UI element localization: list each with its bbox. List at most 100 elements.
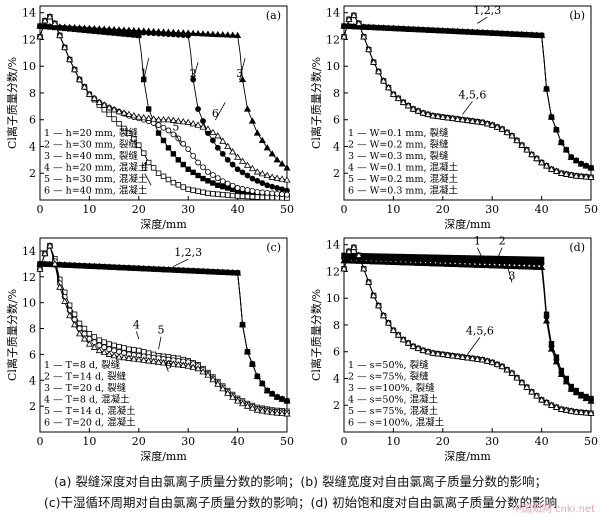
data-point <box>523 263 531 270</box>
data-point <box>239 193 246 199</box>
series-3 <box>36 22 291 171</box>
data-point <box>478 261 486 269</box>
data-point <box>394 331 402 338</box>
annotation-leader <box>158 336 162 350</box>
data-point <box>80 335 89 342</box>
data-point <box>41 260 49 267</box>
data-point <box>414 107 422 114</box>
annotation-label: 5 <box>172 120 179 133</box>
data-point <box>264 194 270 201</box>
data-point <box>36 33 44 40</box>
legend-item: 5 — W=0.2 mm, 混凝土 <box>348 173 458 185</box>
plot-frame <box>343 5 592 201</box>
annotation-label: 4 <box>133 319 140 332</box>
data-point <box>547 113 556 120</box>
y-axis-label: Cl离子质量分数/% <box>309 289 323 381</box>
data-point <box>263 171 271 179</box>
data-point <box>523 31 531 38</box>
data-point <box>478 356 486 363</box>
data-point <box>130 264 138 271</box>
y-tick-label: 4 <box>29 374 36 387</box>
data-point <box>130 112 138 119</box>
data-point <box>110 25 118 33</box>
data-point <box>61 297 69 304</box>
data-point <box>96 337 102 343</box>
data-point <box>439 350 447 357</box>
annotation-label: 4 <box>141 161 148 174</box>
data-point <box>41 17 49 24</box>
data-point <box>174 28 182 36</box>
data-point <box>552 167 561 174</box>
x-axis-label: 深度/mm <box>444 217 491 231</box>
data-point <box>179 29 187 36</box>
data-point <box>234 185 241 191</box>
data-point <box>150 115 158 122</box>
data-point <box>360 23 368 30</box>
data-point <box>164 359 173 367</box>
annotation-leader <box>462 101 473 115</box>
data-point <box>200 189 206 196</box>
data-point <box>66 261 74 268</box>
legend-item: 1 — T=8 d, 裂缝 <box>44 359 121 371</box>
x-tick-label: 50 <box>584 203 598 216</box>
data-point <box>454 115 462 122</box>
x-tick-label: 40 <box>231 435 245 448</box>
x-tick-label: 40 <box>231 203 245 216</box>
plot-frame <box>39 5 288 201</box>
data-point <box>243 402 252 409</box>
data-point <box>244 187 251 193</box>
data-point <box>145 27 153 34</box>
data-point <box>234 269 242 276</box>
data-point <box>121 125 127 132</box>
data-point <box>567 171 575 178</box>
data-point <box>145 114 153 121</box>
data-point <box>111 342 117 349</box>
data-point <box>263 144 271 151</box>
data-point <box>130 355 138 362</box>
data-point <box>174 117 182 124</box>
data-point <box>145 357 153 364</box>
data-point <box>115 263 123 271</box>
data-point <box>61 261 69 268</box>
watermark: 中国知网 cnki.net <box>511 504 595 515</box>
data-point <box>424 259 432 267</box>
data-point <box>229 161 236 168</box>
data-point <box>488 262 496 269</box>
chart-panel-b: 0 10 20 30 40 50 2 4 6 8 10 12 14 深度/mm Cl离子质量分数/% (b) 1… <box>309 4 598 231</box>
data-point <box>56 23 64 30</box>
data-point <box>150 27 158 35</box>
data-point <box>518 378 526 386</box>
legend-item: 4 — h=20 mm, 混凝土 <box>44 162 148 174</box>
data-point <box>154 358 163 365</box>
data-point <box>101 339 107 345</box>
data-point <box>70 261 79 269</box>
data-point <box>165 176 172 183</box>
data-point <box>190 152 197 159</box>
data-point <box>125 26 133 33</box>
data-point <box>249 188 256 194</box>
data-point <box>220 183 226 190</box>
y-tick-label: 12 <box>22 271 36 284</box>
y-tick-label: 8 <box>333 319 340 332</box>
data-point <box>278 160 286 167</box>
data-point <box>248 360 257 367</box>
annotation-label: 2 <box>190 67 197 80</box>
y-tick-label: 4 <box>29 140 36 153</box>
legend: 1 — h=20 mm, 裂缝2 — h=30 mm, 裂缝3 — h=40 m… <box>44 127 148 197</box>
data-point <box>444 260 452 267</box>
data-point <box>493 29 501 36</box>
data-point <box>90 343 98 350</box>
x-axis-label: 深度/mm <box>444 449 491 463</box>
data-point <box>105 25 113 32</box>
data-point <box>567 407 575 414</box>
data-point <box>180 140 187 147</box>
data-point <box>483 357 491 364</box>
data-point <box>125 264 133 271</box>
data-point <box>508 262 516 270</box>
data-point <box>159 265 168 273</box>
legend-item: 2 — W=0.2 mm, 裂缝 <box>348 139 449 151</box>
x-tick-label: 40 <box>535 435 549 448</box>
data-point <box>274 190 281 197</box>
y-tick-label: 6 <box>333 114 340 127</box>
data-point <box>463 261 472 268</box>
